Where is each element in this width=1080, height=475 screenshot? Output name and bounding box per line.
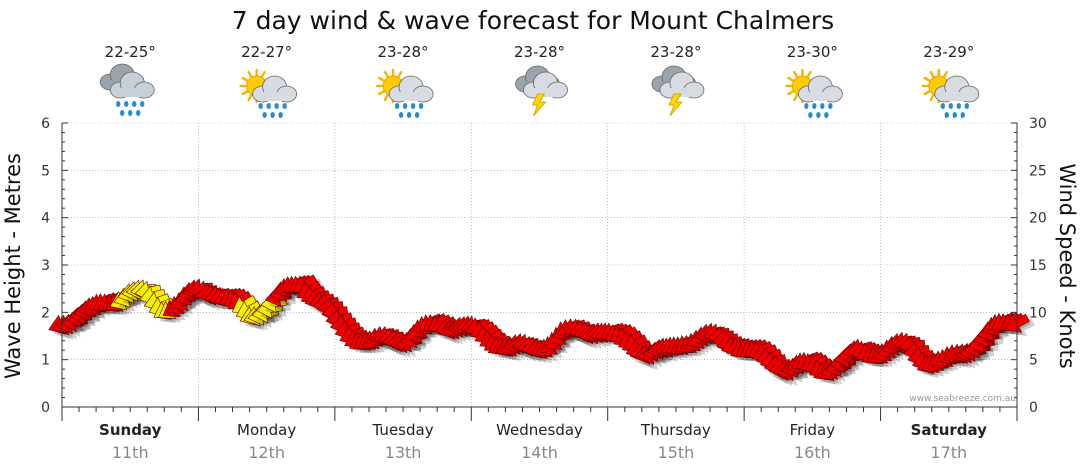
right-tick-label: 30: [1029, 116, 1047, 132]
day-temp-range: 23-28°: [650, 43, 701, 61]
day-date-label: 14th: [521, 443, 558, 462]
day-labels: 22-25° Sunday 11th 22-27° Monday 12th 23-28° Tu…: [99, 43, 987, 462]
day-temp-range: 22-25°: [105, 43, 156, 61]
day-temp-range: 23-28°: [378, 43, 429, 61]
left-tick-label: 0: [41, 400, 50, 416]
day-name-label: Saturday: [911, 421, 988, 439]
left-tick-label: 4: [41, 211, 50, 227]
day-date-label: 13th: [385, 443, 422, 462]
right-tick-label: 0: [1029, 400, 1038, 416]
day-temp-range: 23-29°: [923, 43, 974, 61]
day-name-label: Wednesday: [496, 421, 583, 439]
right-axis-label: Wind Speed - Knots: [1055, 163, 1079, 368]
day-date-label: 11th: [112, 443, 149, 462]
day-date-label: 17th: [930, 443, 967, 462]
sun-rain-cloud-icon: [921, 68, 980, 118]
day-name-label: Friday: [790, 421, 836, 439]
thunderstorm-cloud-icon: [651, 65, 705, 117]
sun-rain-cloud-icon: [375, 68, 434, 118]
chart-title: 7 day wind & wave forecast for Mount Cha…: [232, 6, 834, 35]
right-tick-label: 20: [1029, 211, 1047, 227]
right-tick-label: 10: [1029, 305, 1047, 321]
day-name-label: Sunday: [99, 421, 162, 439]
right-tick-label: 15: [1029, 258, 1047, 274]
credit-text: www.seabreeze.com.au: [909, 394, 1016, 404]
right-tick-label: 5: [1029, 353, 1038, 369]
day-temp-range: 22-27°: [241, 43, 292, 61]
left-axis-label: Wave Height - Metres: [1, 153, 25, 379]
rain-cloud-icon: [99, 63, 155, 116]
day-temp-range: 23-30°: [787, 43, 838, 61]
plot-area: [62, 122, 1017, 407]
left-tick-label: 1: [41, 353, 50, 369]
thunderstorm-cloud-icon: [515, 65, 568, 117]
left-tick-label: 6: [41, 116, 50, 132]
right-tick-label: 25: [1029, 163, 1047, 179]
axes: 0 01 52 103 154 205 256 30: [41, 116, 1047, 421]
day-date-label: 16th: [794, 443, 831, 462]
day-date-label: 15th: [658, 443, 695, 462]
left-tick-label: 2: [41, 305, 50, 321]
sun-rain-cloud-icon: [239, 68, 298, 118]
day-name-label: Tuesday: [372, 421, 434, 439]
day-name-label: Thursday: [640, 421, 711, 439]
day-date-label: 12th: [248, 443, 285, 462]
day-temp-range: 23-28°: [514, 43, 565, 61]
left-tick-label: 5: [41, 163, 50, 179]
left-tick-label: 3: [41, 258, 50, 274]
sun-rain-cloud-icon: [785, 68, 843, 118]
wind-markers: [48, 274, 1035, 387]
day-name-label: Monday: [237, 421, 296, 439]
